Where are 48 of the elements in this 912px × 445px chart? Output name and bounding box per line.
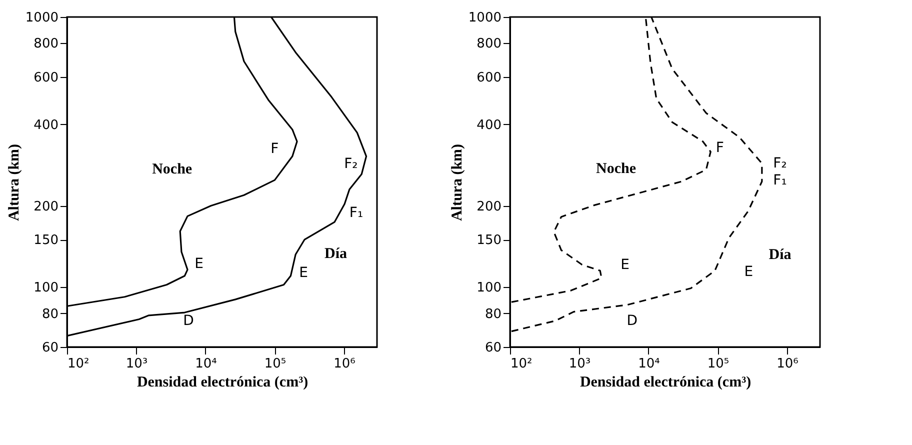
y-tick-label: 800: [34, 36, 58, 52]
x-tick-label: 10²: [510, 356, 532, 372]
annotation: E: [620, 256, 630, 273]
x-tick-label: 10⁶: [334, 356, 356, 372]
annotation: E: [744, 264, 754, 280]
y-tick-label: 150: [476, 233, 502, 248]
y-tick-label: 400: [476, 118, 502, 133]
annotation: F₁: [773, 172, 787, 188]
annotation: Día: [768, 246, 792, 263]
x-tick-label: 10⁴: [638, 356, 660, 372]
x-tick-label: 10⁵: [264, 356, 286, 372]
y-tick-label: 60: [484, 340, 502, 356]
x-tick-label: 10³: [126, 356, 148, 372]
annotation: D: [183, 312, 194, 329]
annotation: F: [716, 140, 724, 156]
x-tick-label: 10³: [568, 356, 591, 372]
y-tick-label: 400: [34, 118, 58, 133]
x-axis-title: Densidad electrónica (cm³): [136, 374, 308, 390]
y-tick-label: 1000: [468, 10, 502, 26]
x-axis-title: Densidad electrónica (cm³): [580, 374, 752, 390]
y-tick-label: 200: [476, 199, 502, 214]
x-tick-label: 10²: [68, 356, 90, 372]
y-tick-label: 80: [484, 306, 502, 322]
annotation: Noche: [152, 161, 192, 178]
y-tick-label: 200: [34, 199, 58, 214]
y-tick-label: 80: [42, 306, 58, 322]
y-axis-title: Altura (km): [6, 144, 22, 222]
annotation: Noche: [596, 161, 636, 178]
x-tick-label: 10⁵: [707, 356, 730, 372]
y-tick-label: 800: [476, 36, 502, 52]
annotation: D: [626, 312, 638, 329]
annotation: Día: [324, 246, 348, 262]
annotation: E: [299, 264, 308, 281]
annotation: F: [270, 141, 279, 157]
y-tick-label: 150: [34, 233, 58, 248]
annotation: E: [194, 256, 204, 272]
annotation: F₁: [349, 205, 364, 222]
y-tick-label: 600: [34, 70, 58, 86]
y-tick-label: 60: [42, 340, 58, 356]
y-tick-label: 600: [476, 70, 502, 86]
y-tick-label: 1000: [25, 10, 58, 26]
y-tick-label: 100: [476, 280, 502, 296]
y-axis-title: Altura (km): [449, 144, 466, 222]
x-tick-label: 10⁴: [195, 356, 217, 372]
annotation: F₂: [773, 156, 787, 172]
y-tick-label: 100: [34, 280, 58, 296]
annotation: F₂: [344, 156, 358, 172]
x-tick-label: 10⁶: [776, 356, 798, 372]
